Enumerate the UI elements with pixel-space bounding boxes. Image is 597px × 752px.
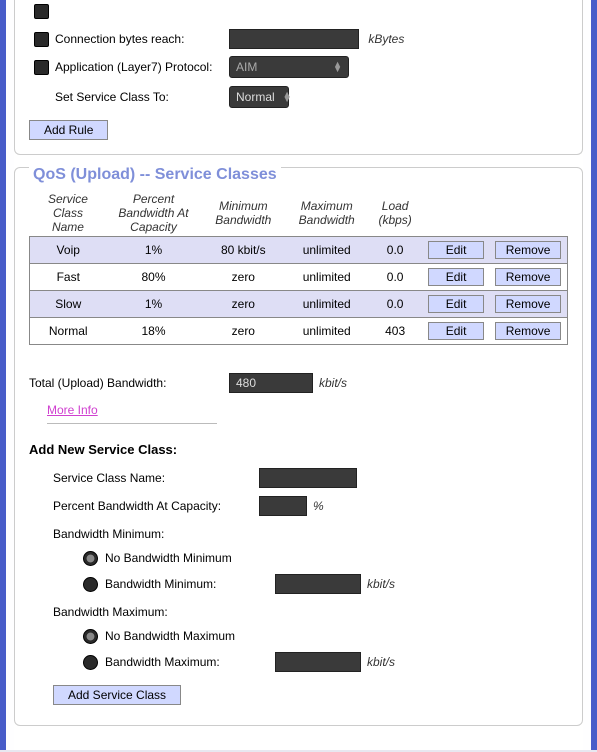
total-bandwidth-input[interactable]: [229, 373, 313, 393]
qos-legend: QoS (Upload) -- Service Classes: [29, 166, 281, 184]
more-info-link[interactable]: More Info: [47, 403, 98, 417]
chevron-updown-icon: ▲▼: [333, 62, 342, 72]
cell-percent: 18%: [106, 318, 200, 345]
total-bandwidth-label: Total (Upload) Bandwidth:: [29, 376, 229, 390]
add-section-title: Add New Service Class:: [29, 442, 568, 457]
cell-load: 0.0: [367, 264, 423, 291]
col-name: ServiceClassName: [30, 190, 107, 237]
cell-max: unlimited: [286, 291, 367, 318]
cell-percent: 1%: [106, 237, 200, 264]
sc-name-label: Service Class Name:: [53, 471, 259, 485]
col-load: Load(kbps): [367, 190, 423, 237]
cell-percent: 1%: [106, 291, 200, 318]
no-min-label: No Bandwidth Minimum: [105, 551, 275, 565]
min-label: Bandwidth Minimum:: [105, 577, 275, 591]
cell-min: zero: [201, 264, 287, 291]
conn-bytes-label: Connection bytes reach:: [53, 32, 229, 46]
set-class-label: Set Service Class To:: [53, 90, 229, 104]
bw-min-heading: Bandwidth Minimum:: [53, 527, 568, 541]
set-class-value: Normal: [236, 90, 275, 104]
add-rule-button[interactable]: Add Rule: [29, 120, 108, 140]
remove-button[interactable]: Remove: [495, 295, 562, 313]
edit-button[interactable]: Edit: [428, 268, 484, 286]
sc-name-input[interactable]: [259, 468, 357, 488]
set-class-select[interactable]: Normal ▲▼: [229, 86, 289, 108]
cell-load: 0.0: [367, 237, 423, 264]
app-layer-select[interactable]: AIM ▲▼: [229, 56, 349, 78]
table-row: Slow1%zerounlimited0.0 Edit Remove: [30, 291, 568, 318]
min-input[interactable]: [275, 574, 361, 594]
edit-button[interactable]: Edit: [428, 322, 484, 340]
cell-name: Slow: [30, 291, 107, 318]
max-unit: kbit/s: [367, 655, 395, 669]
cell-min: 80 kbit/s: [201, 237, 287, 264]
sc-percent-unit: %: [313, 499, 324, 513]
max-input[interactable]: [275, 652, 361, 672]
min-radio[interactable]: [83, 577, 98, 592]
cell-max: unlimited: [286, 237, 367, 264]
qos-fieldset: QoS (Upload) -- Service Classes ServiceC…: [14, 167, 583, 726]
rules-fieldset: Transport Protocol: Connection bytes rea…: [14, 0, 583, 155]
sc-percent-label: Percent Bandwidth At Capacity:: [53, 499, 259, 513]
col-max: MaximumBandwidth: [286, 190, 367, 237]
cell-name: Fast: [30, 264, 107, 291]
app-layer-checkbox[interactable]: [34, 60, 49, 75]
service-class-table: ServiceClassName PercentBandwidth AtCapa…: [29, 190, 568, 345]
cell-load: 0.0: [367, 291, 423, 318]
conn-bytes-unit: kBytes: [368, 32, 404, 46]
no-max-radio[interactable]: [83, 629, 98, 644]
cell-min: zero: [201, 291, 287, 318]
total-bandwidth-unit: kbit/s: [319, 376, 347, 390]
cell-max: unlimited: [286, 318, 367, 345]
cell-max: unlimited: [286, 264, 367, 291]
no-min-radio[interactable]: [83, 551, 98, 566]
max-radio[interactable]: [83, 655, 98, 670]
conn-bytes-input[interactable]: [229, 29, 359, 49]
col-min: MinimumBandwidth: [201, 190, 287, 237]
edit-button[interactable]: Edit: [428, 295, 484, 313]
cell-load: 403: [367, 318, 423, 345]
transport-protocol-checkbox[interactable]: [34, 4, 49, 19]
remove-button[interactable]: Remove: [495, 241, 562, 259]
table-row: Voip1%80 kbit/sunlimited0.0 Edit Remove: [30, 237, 568, 264]
bw-max-heading: Bandwidth Maximum:: [53, 605, 568, 619]
cell-name: Voip: [30, 237, 107, 264]
add-service-class-button[interactable]: Add Service Class: [53, 685, 181, 705]
remove-button[interactable]: Remove: [495, 322, 562, 340]
chevron-updown-icon: ▲▼: [283, 92, 292, 102]
app-layer-label: Application (Layer7) Protocol:: [53, 60, 229, 74]
cell-min: zero: [201, 318, 287, 345]
remove-button[interactable]: Remove: [495, 268, 562, 286]
col-percent: PercentBandwidth AtCapacity: [106, 190, 200, 237]
min-unit: kbit/s: [367, 577, 395, 591]
sc-percent-input[interactable]: [259, 496, 307, 516]
divider: [47, 423, 217, 424]
max-label: Bandwidth Maximum:: [105, 655, 275, 669]
conn-bytes-checkbox[interactable]: [34, 32, 49, 47]
cell-percent: 80%: [106, 264, 200, 291]
no-max-label: No Bandwidth Maximum: [105, 629, 275, 643]
app-layer-value: AIM: [236, 60, 257, 74]
table-row: Normal18%zerounlimited403 Edit Remove: [30, 318, 568, 345]
table-row: Fast80%zerounlimited0.0 Edit Remove: [30, 264, 568, 291]
cell-name: Normal: [30, 318, 107, 345]
edit-button[interactable]: Edit: [428, 241, 484, 259]
